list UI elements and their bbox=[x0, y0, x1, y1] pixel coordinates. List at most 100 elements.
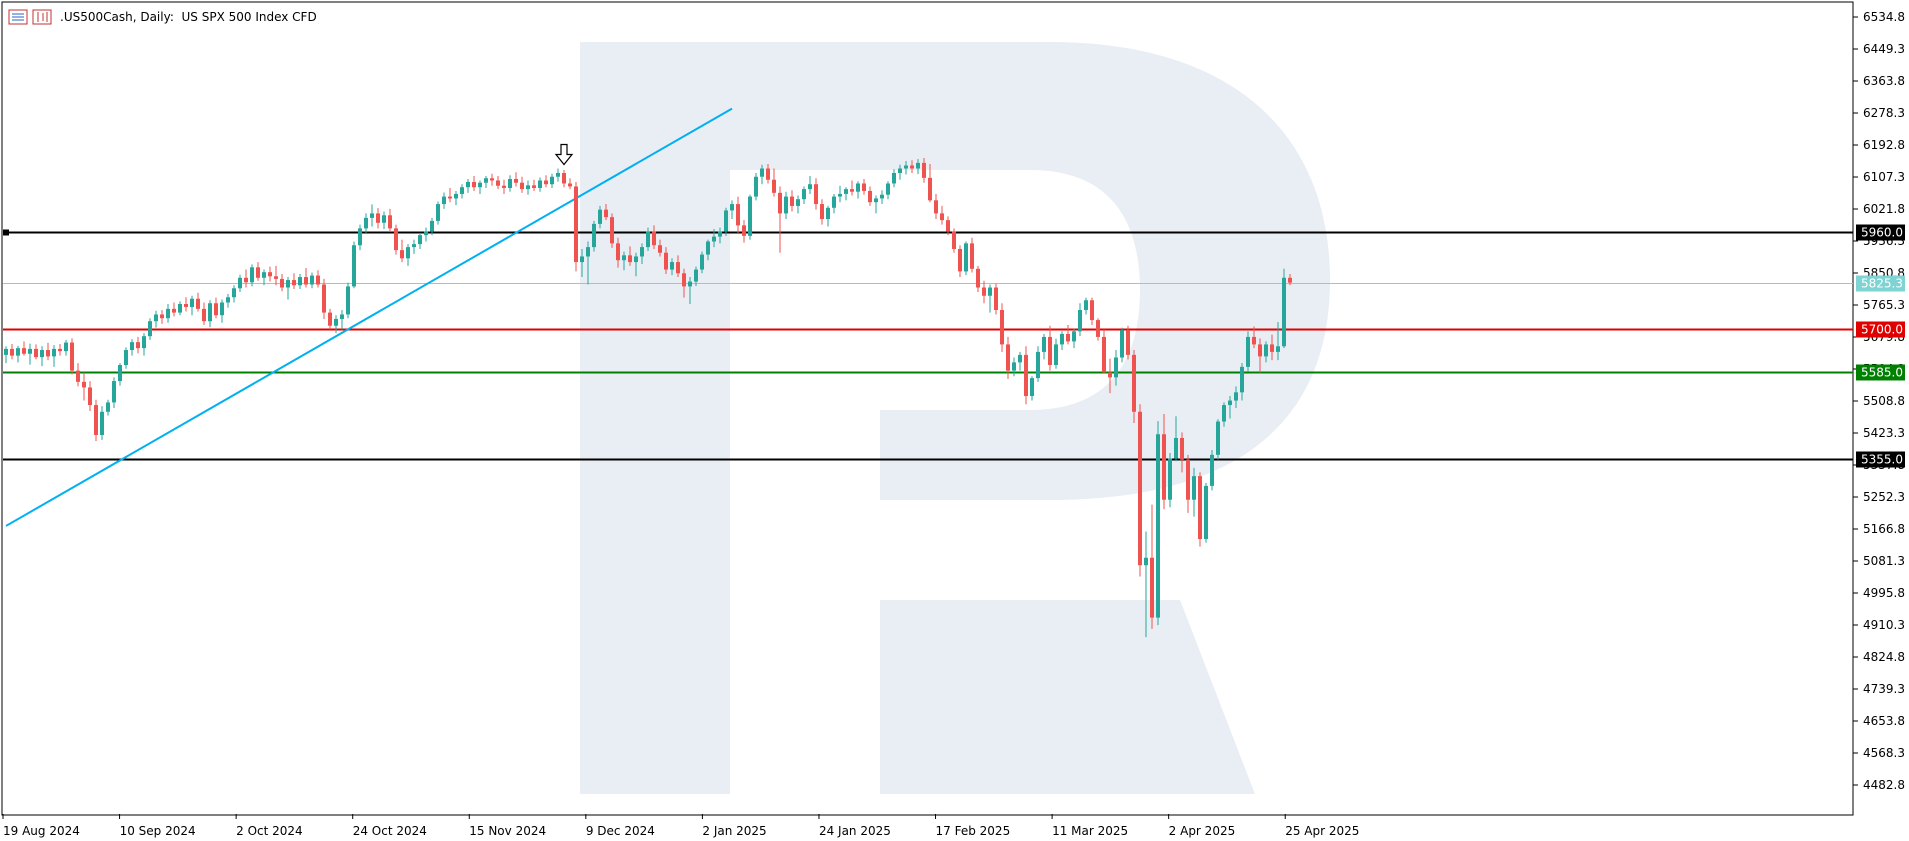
y-tick-label: 6107.3 bbox=[1863, 170, 1905, 184]
candle-body bbox=[760, 168, 764, 177]
level-label-text: 5825.3 bbox=[1861, 277, 1903, 291]
candle-body bbox=[622, 255, 626, 261]
candle-body bbox=[148, 321, 152, 337]
candle-body bbox=[736, 204, 740, 226]
candle-body bbox=[790, 196, 794, 206]
candle-body bbox=[280, 278, 284, 288]
level-label-box bbox=[1856, 451, 1905, 468]
candle-body bbox=[250, 267, 254, 283]
candle-body bbox=[448, 196, 452, 199]
candle-body bbox=[1000, 309, 1004, 345]
candle-body bbox=[1120, 330, 1124, 358]
candle-body bbox=[850, 189, 854, 192]
candle-body bbox=[520, 182, 524, 190]
y-tick-label: 6534.8 bbox=[1863, 10, 1905, 24]
trendline bbox=[5, 107, 733, 527]
candle-body bbox=[604, 209, 608, 218]
candle-body bbox=[220, 302, 224, 316]
candle-body bbox=[40, 350, 44, 358]
candle-body bbox=[1264, 344, 1268, 357]
candle-body bbox=[310, 275, 314, 285]
candle-body bbox=[208, 303, 212, 322]
candle-body bbox=[856, 183, 860, 192]
bar-chart-icon[interactable] bbox=[8, 9, 28, 25]
candle-body bbox=[496, 180, 500, 186]
level-label-box bbox=[1856, 364, 1905, 381]
candle-body bbox=[1060, 333, 1064, 345]
y-tick-label: 5166.8 bbox=[1863, 522, 1905, 536]
trendline-layer bbox=[5, 107, 733, 527]
candle-body bbox=[1192, 476, 1196, 500]
candle-body bbox=[4, 348, 8, 355]
x-tick-label: 17 Feb 2025 bbox=[936, 824, 1011, 838]
candle-body bbox=[994, 287, 998, 310]
y-tick-label: 6449.3 bbox=[1863, 42, 1905, 56]
candle-body bbox=[52, 348, 56, 357]
level-labels: 5960.0 5825.3 5700.0 5585.0 5355.0 bbox=[1856, 224, 1905, 468]
candle-body bbox=[886, 183, 890, 195]
x-axis: 19 Aug 2024 10 Sep 2024 2 Oct 2024 24 Oct 2… bbox=[2, 814, 1359, 838]
candle-body bbox=[598, 209, 602, 224]
candle-body bbox=[1006, 344, 1010, 371]
candle-body bbox=[70, 342, 74, 371]
level-lines bbox=[3, 229, 1853, 461]
candle-body bbox=[130, 342, 134, 351]
candle-body bbox=[454, 193, 458, 199]
candle-body bbox=[982, 287, 986, 296]
candle-body bbox=[628, 255, 632, 263]
candle-body bbox=[832, 196, 836, 208]
candle-body bbox=[922, 162, 926, 178]
candle-body bbox=[844, 189, 848, 194]
candle-body bbox=[802, 189, 806, 200]
candle-body bbox=[1102, 336, 1106, 373]
candle-body bbox=[100, 411, 104, 435]
level-label-text: 5960.0 bbox=[1861, 226, 1903, 240]
candle-body bbox=[334, 318, 338, 326]
candle-body bbox=[214, 303, 218, 316]
candle-body bbox=[928, 177, 932, 201]
chart-window-icon[interactable] bbox=[32, 9, 52, 25]
candle-body bbox=[826, 207, 830, 220]
candle-body bbox=[1024, 354, 1028, 397]
candle-body bbox=[1018, 354, 1022, 363]
x-tick-label: 24 Jan 2025 bbox=[819, 824, 891, 838]
candle-body bbox=[178, 303, 182, 313]
candle-body bbox=[1138, 411, 1142, 566]
candle-body bbox=[1252, 336, 1256, 345]
level-label-text: 5585.0 bbox=[1861, 366, 1903, 380]
candle-body bbox=[484, 178, 488, 183]
candle-body bbox=[424, 231, 428, 236]
candle-body bbox=[466, 181, 470, 188]
candle-body bbox=[544, 180, 548, 185]
candle-body bbox=[610, 217, 614, 244]
candle-body bbox=[1150, 557, 1154, 618]
candle-body bbox=[436, 204, 440, 221]
candle-body bbox=[1108, 372, 1112, 378]
candle-body bbox=[232, 288, 236, 298]
candles-layer bbox=[4, 158, 1292, 638]
candle-body bbox=[1066, 333, 1070, 342]
down-arrow-icon bbox=[554, 143, 574, 166]
candle-body bbox=[562, 172, 566, 184]
candle-body bbox=[22, 348, 26, 354]
candle-body bbox=[322, 284, 326, 313]
candle-body bbox=[1276, 346, 1280, 352]
y-tick-label: 4995.8 bbox=[1863, 586, 1905, 600]
candle-body bbox=[1174, 437, 1178, 459]
candle-body bbox=[556, 172, 560, 177]
candle-body bbox=[1054, 344, 1058, 365]
candle-body bbox=[28, 348, 32, 354]
candle-body bbox=[1180, 437, 1184, 460]
candle-body bbox=[292, 280, 296, 286]
candle-body bbox=[1198, 476, 1202, 540]
symbol-title: .US500Cash, Daily: US SPX 500 Index CFD bbox=[60, 10, 317, 24]
candle-body bbox=[376, 213, 380, 223]
candle-body bbox=[286, 280, 290, 288]
candle-body bbox=[682, 273, 686, 287]
candle-body bbox=[166, 308, 170, 319]
level-handle bbox=[3, 229, 9, 236]
candle-body bbox=[934, 200, 938, 214]
candle-body bbox=[154, 314, 158, 322]
candle-body bbox=[1036, 351, 1040, 379]
